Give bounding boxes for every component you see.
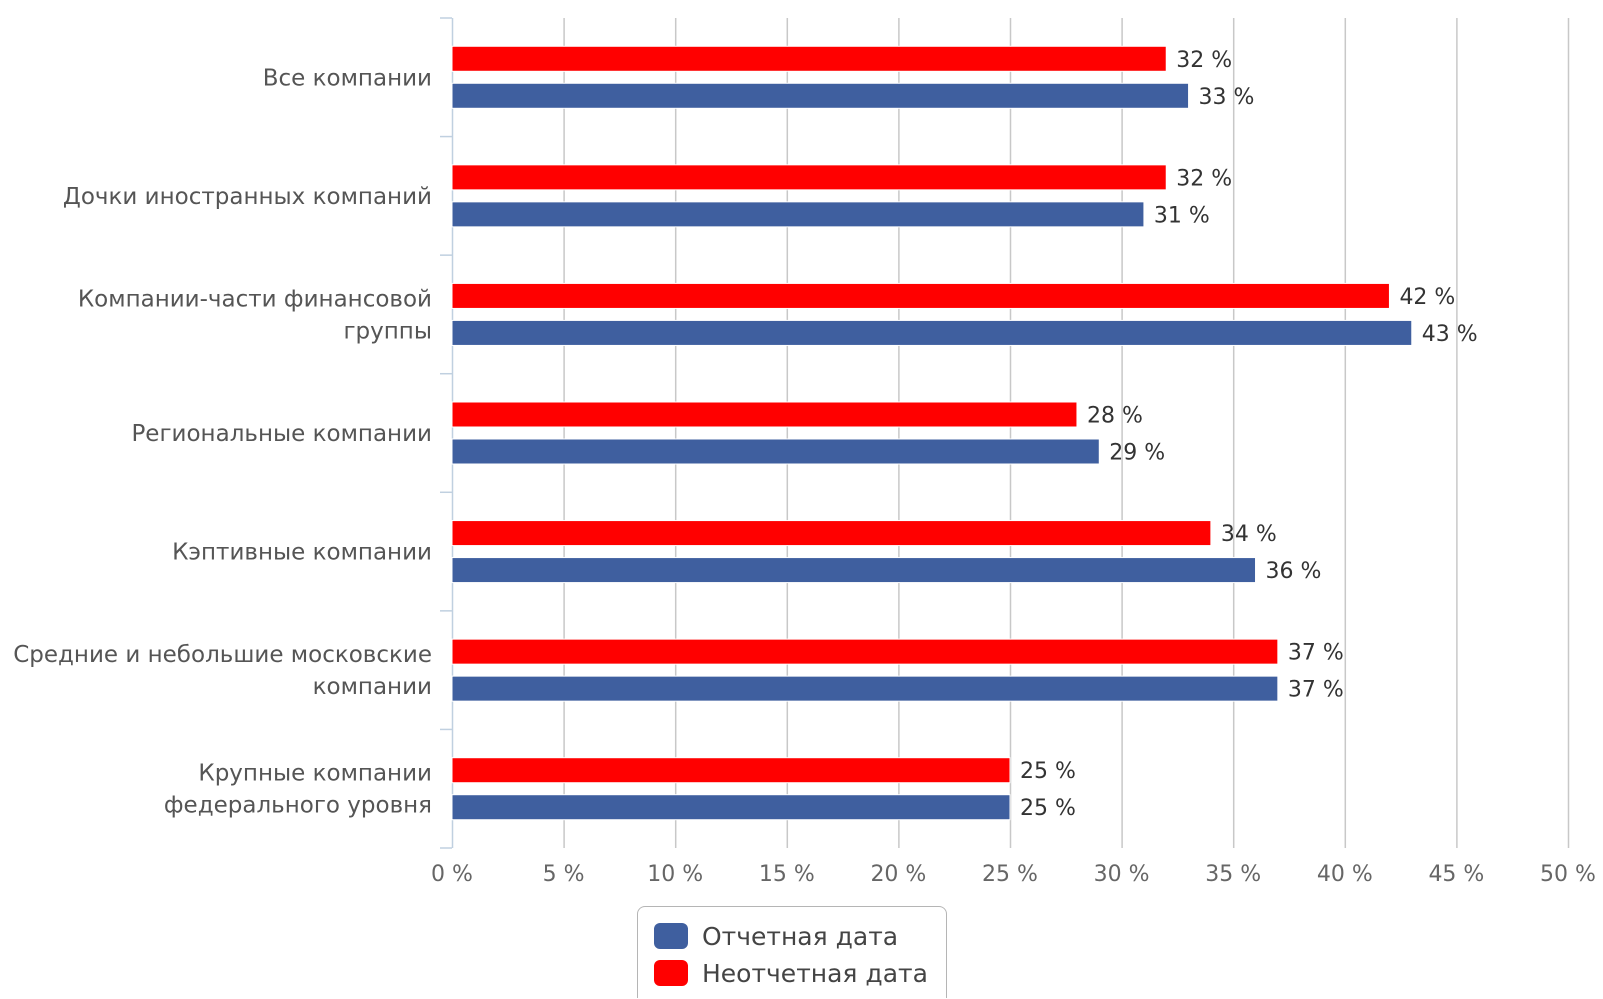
data-label: 29 % (1109, 441, 1165, 466)
category-label: Региональные компании (131, 421, 432, 447)
category-label-line: Крупные компании (198, 761, 432, 787)
x-tick-label: 45 % (1428, 862, 1484, 887)
category-label-line: Все компании (263, 65, 432, 91)
category-label-line: Компании-части финансовой (78, 286, 432, 312)
x-tick-label: 30 % (1094, 862, 1150, 887)
legend-item-reporting[interactable]: Отчетная дата (654, 921, 898, 951)
category-label-line: Кэптивные компании (172, 540, 432, 566)
data-label: 37 % (1288, 641, 1344, 666)
data-label: 33 % (1199, 85, 1255, 110)
data-label: 32 % (1176, 166, 1232, 191)
bar-non-reporting[interactable] (451, 520, 1212, 547)
category-label: Крупные компании федерального уровня (164, 761, 432, 819)
bar-non-reporting[interactable] (451, 282, 1390, 309)
bar-reporting[interactable] (451, 438, 1100, 465)
category-label-line: Региональные компании (131, 421, 432, 447)
category-labels: Все компании Дочки иностранных компаний Ко… (13, 65, 432, 818)
category-label: Дочки иностранных компаний (63, 184, 432, 210)
category-label-line: компании (313, 674, 432, 700)
x-tick-label: 15 % (759, 862, 815, 887)
category-label-line: группы (343, 318, 432, 344)
bar-non-reporting[interactable] (451, 45, 1167, 72)
bar-non-reporting[interactable] (451, 164, 1167, 191)
x-tick-label: 35 % (1205, 862, 1261, 887)
x-tick-label: 0 % (431, 862, 473, 887)
bar-reporting[interactable] (451, 319, 1413, 346)
data-label: 34 % (1221, 522, 1277, 547)
category-label: Средние и небольшие московские компании (13, 642, 432, 700)
legend-swatch-reporting (654, 923, 688, 949)
category-label: Все компании (263, 65, 432, 91)
x-tick-label: 25 % (982, 862, 1038, 887)
category-label-line: Дочки иностранных компаний (63, 184, 432, 210)
bar-non-reporting[interactable] (451, 401, 1078, 428)
bar-non-reporting[interactable] (451, 757, 1011, 784)
data-label: 31 % (1154, 203, 1210, 228)
grid-lines (440, 17, 1570, 849)
data-label: 28 % (1087, 404, 1143, 429)
data-label: 25 % (1020, 796, 1076, 821)
bar-reporting[interactable] (451, 201, 1145, 228)
category-label-line: Средние и небольшие московские (13, 642, 432, 668)
bars-group (451, 45, 1413, 821)
legend-label-reporting: Отчетная дата (702, 921, 899, 951)
legend-label-non-reporting: Неотчетная дата (702, 958, 928, 988)
data-label: 32 % (1176, 48, 1232, 73)
bar-reporting[interactable] (451, 557, 1257, 584)
x-tick-labels: 0 % 5 % 10 % 15 % 20 % 25 % 30 % 35 % 40 % 45 % 50… (431, 862, 1596, 887)
category-label: Компании-части финансовой группы (78, 286, 432, 344)
x-tick-label: 10 % (647, 862, 703, 887)
bar-reporting[interactable] (451, 82, 1190, 109)
data-label: 42 % (1399, 285, 1455, 310)
legend-item-non-reporting[interactable]: Неотчетная дата (654, 958, 928, 988)
bar-non-reporting[interactable] (451, 638, 1279, 665)
bar-reporting[interactable] (451, 794, 1011, 821)
data-label: 37 % (1288, 678, 1344, 703)
legend-swatch-non-reporting (654, 960, 688, 986)
category-label-line: федерального уровня (164, 793, 432, 819)
data-label: 36 % (1266, 559, 1322, 584)
x-tick-label: 5 % (543, 862, 585, 887)
data-label: 25 % (1020, 759, 1076, 784)
x-tick-label: 20 % (870, 862, 926, 887)
x-tick-label: 50 % (1540, 862, 1596, 887)
legend: Отчетная дата Неотчетная дата (637, 906, 947, 998)
x-tick-label: 40 % (1317, 862, 1373, 887)
category-label: Кэптивные компании (172, 540, 432, 566)
bar-reporting[interactable] (451, 675, 1279, 702)
data-labels: 32 % 33 % 32 % 31 % 42 % 43 % 28 % 29 % 34 % 36 %… (1020, 48, 1478, 821)
data-label: 43 % (1422, 322, 1478, 347)
